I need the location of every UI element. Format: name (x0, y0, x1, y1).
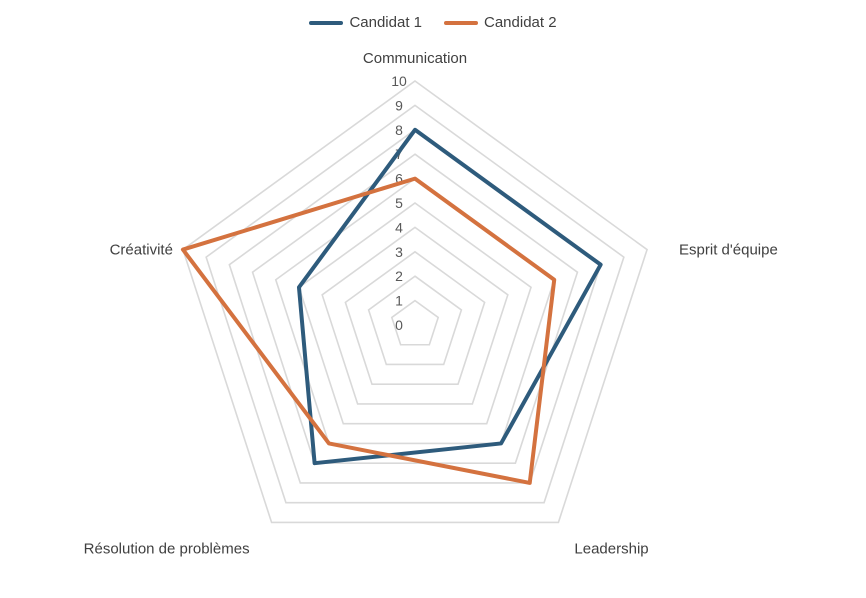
chart-legend: Candidat 1 Candidat 2 (0, 14, 866, 31)
grid-ring-4 (321, 226, 509, 405)
tick-label-9: 9 (395, 97, 403, 113)
tick-label-3: 3 (395, 244, 403, 260)
grid-ring-1 (390, 299, 440, 346)
grid-ring-3 (344, 250, 486, 386)
series-line-1 (296, 127, 603, 466)
tick-label-2: 2 (395, 268, 403, 284)
grid-ring-2 (367, 275, 463, 366)
series-line-2 (180, 176, 557, 485)
tick-label-6: 6 (395, 171, 403, 187)
legend-item-candidat-2: Candidat 2 (444, 14, 557, 31)
tick-label-0: 0 (395, 317, 403, 333)
category-label-1: Communication (363, 50, 467, 67)
legend-label-candidat-2: Candidat 2 (484, 14, 557, 31)
tick-label-5: 5 (395, 195, 403, 211)
legend-swatch-candidat-2 (444, 20, 478, 25)
category-label-4: Résolution de problèmes (84, 540, 250, 557)
tick-label-4: 4 (395, 219, 403, 235)
tick-label-1: 1 (395, 293, 403, 309)
tick-label-8: 8 (395, 122, 403, 138)
grid-ring-10 (182, 80, 648, 524)
tick-label-10: 10 (391, 73, 407, 89)
legend-swatch-candidat-1 (309, 20, 344, 25)
grid-ring-5 (298, 202, 532, 425)
legend-item-candidat-1: Candidat 1 (309, 14, 422, 31)
category-label-2: Esprit d'équipe (679, 242, 778, 259)
category-label-5: Créativité (110, 242, 173, 259)
category-label-3: Leadership (574, 540, 648, 557)
legend-label-candidat-1: Candidat 1 (349, 14, 422, 31)
grid-ring-7 (251, 153, 579, 464)
